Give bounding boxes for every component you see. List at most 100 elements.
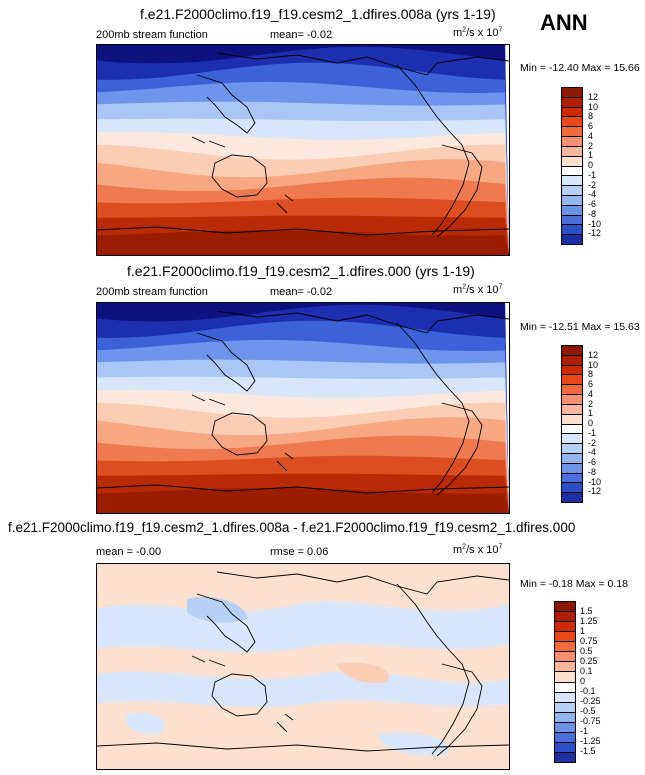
panel2-colorbar	[561, 345, 583, 503]
colorbar-swatch	[562, 215, 582, 226]
colorbar-tick-label: 2	[588, 140, 594, 151]
panel2-map	[96, 302, 510, 514]
colorbar-tick-label: 1	[588, 150, 594, 161]
panel3-mean: mean = -0.00	[96, 546, 162, 558]
colorbar-swatch	[555, 722, 575, 733]
colorbar-tick-label: 1.5	[580, 606, 593, 616]
colorbar-swatch	[555, 682, 575, 693]
coast-eurasia	[216, 310, 509, 334]
coast-americas	[396, 583, 470, 755]
colorbar-tick-label: -12	[588, 228, 602, 239]
panel3-minmax: Min = -0.18 Max = 0.18	[520, 578, 628, 590]
panel1-field-bands	[97, 45, 509, 255]
coast-australia	[211, 412, 268, 456]
coast-asia-east	[196, 332, 256, 392]
colorbar-tick-label: -6	[588, 199, 597, 209]
field-band	[97, 488, 509, 513]
coast-islands	[191, 655, 294, 733]
colorbar-tick-label: 6	[588, 121, 594, 131]
panel1-title: f.e21.F2000climo.f19_f19.cesm2_1.dfires.…	[140, 6, 496, 22]
colorbar-tick-label: 1	[588, 408, 594, 419]
colorbar-swatch	[562, 463, 582, 474]
colorbar-swatch	[555, 692, 575, 703]
coast-islands	[191, 136, 294, 214]
colorbar-swatch	[562, 404, 582, 415]
colorbar-tick-label: 0.25	[580, 656, 598, 666]
colorbar-tick-label: -1	[580, 726, 589, 736]
colorbar-swatch	[562, 186, 582, 196]
colorbar-swatch	[555, 732, 575, 743]
colorbar-tick-label: 1.25	[580, 616, 598, 626]
colorbar-tick-label: 10	[588, 101, 599, 112]
colorbar-tick-label: -2	[588, 437, 597, 448]
colorbar-swatch	[555, 652, 575, 663]
panel3-title: f.e21.F2000climo.f19_f19.cesm2_1.dfires.…	[8, 520, 576, 535]
colorbar-swatch	[555, 612, 575, 623]
colorbar-tick-label: -1.25	[580, 736, 601, 746]
colorbar-tick-label: -10	[588, 476, 602, 487]
colorbar-swatch	[562, 414, 582, 425]
coast-south-america	[436, 663, 483, 757]
colorbar-tick-label: 12	[588, 91, 599, 102]
season-label: ANN	[540, 10, 588, 35]
colorbar-tick-label: 4	[588, 388, 594, 399]
colorbar-tick-label: -10	[588, 218, 602, 229]
coast-australia	[211, 673, 268, 717]
coast-south-america	[436, 144, 483, 238]
panel1-map-svg	[97, 45, 509, 255]
colorbar-swatch	[562, 473, 582, 484]
panel2-coastlines	[97, 310, 509, 496]
colorbar-tick-label: -2	[588, 179, 597, 190]
colorbar-tick-label: 0	[588, 160, 594, 170]
panel3-map-svg	[97, 564, 509, 769]
panel1-coastlines	[97, 52, 509, 238]
coast-south-america	[436, 402, 483, 496]
colorbar-tick-label: -1	[588, 169, 597, 180]
coast-eurasia	[216, 52, 509, 76]
colorbar-swatch	[562, 444, 582, 454]
panel1-map	[96, 44, 510, 256]
colorbar-swatch	[562, 424, 582, 435]
panel3-map	[96, 563, 510, 770]
colorbar-tick-label: 2	[588, 398, 594, 409]
panel1-minmax: Min = -12.40 Max = 15.66	[520, 62, 640, 74]
panel2-map-svg	[97, 303, 509, 513]
colorbar-swatch	[562, 395, 582, 405]
colorbar-swatch	[562, 493, 582, 502]
coast-antarctica	[97, 226, 509, 236]
colorbar-tick-label: 10	[588, 359, 599, 370]
panel3-rmse: rmse = 0.06	[270, 546, 329, 558]
field-band	[97, 230, 509, 255]
panel1-mean: mean= -0.02	[270, 29, 333, 41]
colorbar-tick-label: -0.75	[580, 716, 601, 726]
panel1-variable: 200mb stream function	[96, 29, 208, 41]
colorbar-tick-label: 4	[588, 130, 594, 141]
colorbar-tick-label: -0.5	[580, 706, 596, 716]
coast-antarctica	[97, 484, 509, 494]
colorbar-swatch	[555, 622, 575, 633]
panel3-colorbar	[554, 601, 576, 763]
colorbar-swatch	[562, 235, 582, 244]
colorbar-swatch	[562, 365, 582, 376]
panel2-variable: 200mb stream function	[96, 286, 208, 298]
colorbar-tick-label: 0.75	[580, 636, 598, 646]
coast-islands	[191, 394, 294, 472]
colorbar-swatch	[555, 672, 575, 683]
colorbar-tick-label: -1.5	[580, 746, 596, 756]
colorbar-tick-label: -8	[588, 466, 597, 477]
colorbar-tick-label: -12	[588, 486, 602, 497]
panel3-units: m2/s x 107	[453, 543, 503, 556]
colorbar-swatch	[555, 632, 575, 643]
colorbar-swatch	[562, 375, 582, 386]
colorbar-swatch	[555, 702, 575, 713]
panel1-colorbar-labels: 12 10 8 6 4 2 1 0 -1 -2 -4 -6 -8 -10 -12	[588, 87, 628, 243]
coast-asia-east	[196, 593, 256, 653]
colorbar-tick-label: 12	[588, 349, 599, 360]
panel3-field-patches	[97, 564, 509, 769]
coast-americas	[396, 322, 470, 494]
colorbar-tick-label: -1	[588, 427, 597, 438]
colorbar-swatch	[562, 434, 582, 445]
coast-eurasia	[216, 571, 509, 595]
panel3-colorbar-labels: 1.5 1.25 1 0.75 0.5 0.25 0.1 0 -0.1 -0.25 -0.5 -0.7…	[580, 601, 624, 761]
colorbar-swatch	[562, 88, 582, 98]
